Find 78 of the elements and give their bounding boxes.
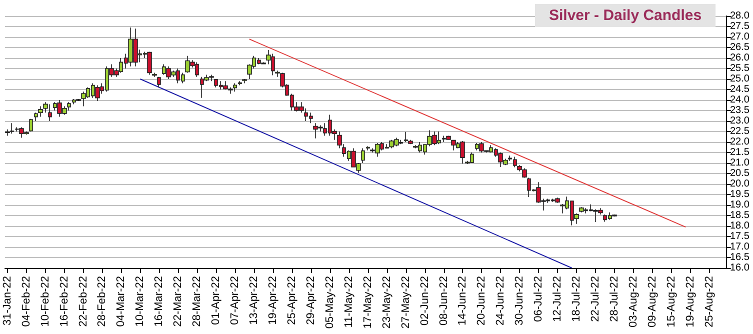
x-tick-label: 19-Apr-22 — [267, 276, 280, 325]
x-tick-label: 06-Jul-22 — [532, 276, 545, 322]
x-tick-label: 10-Mar-22 — [134, 276, 146, 327]
x-tick-label: 08-Jun-22 — [438, 276, 450, 326]
x-tick-label: 03-Aug-22 — [628, 276, 640, 328]
y-tick-label: 18.5 — [730, 210, 750, 221]
x-tick-label: 31-Jan-22 — [1, 276, 14, 326]
x-tick-label: 07-Apr-22 — [229, 276, 242, 325]
y-tick-label: 24.5 — [730, 84, 750, 95]
candlestick — [451, 140, 456, 151]
y-tick-label: 25.0 — [730, 74, 750, 84]
x-tick-label: 15-Aug-22 — [665, 276, 678, 328]
y-tick-label: 20.5 — [730, 168, 750, 179]
x-tick-label: 19-Aug-22 — [684, 276, 696, 328]
y-tick-label: 16.5 — [730, 252, 750, 263]
y-tick-label: 27.0 — [730, 32, 750, 42]
candlestick — [408, 140, 413, 144]
x-tick-label: 14-Jun-22 — [456, 276, 469, 326]
candlestick — [34, 112, 38, 122]
candlestick — [361, 148, 365, 164]
x-tick-label: 25-Apr-22 — [286, 276, 298, 325]
x-tick-label: 25-Aug-22 — [703, 276, 716, 328]
x-tick-label: 05-May-22 — [324, 276, 336, 329]
x-tick-label: 22-Jul-22 — [590, 276, 602, 322]
candlestick — [460, 140, 465, 164]
x-tick-label: 01-Apr-22 — [210, 276, 222, 325]
x-tick-label: 04-Feb-22 — [20, 276, 32, 327]
x-tick-label: 27-May-22 — [400, 276, 412, 329]
x-tick-label: 12-Jul-22 — [552, 276, 564, 322]
y-tick-label: 16.0 — [730, 262, 750, 274]
y-tick-label: 20.0 — [730, 178, 750, 190]
candlestick — [404, 132, 408, 142]
x-tick-label: 30-Jun-22 — [514, 276, 526, 326]
candlestick — [579, 206, 584, 213]
candlestick — [555, 197, 560, 204]
x-tick-label: 09-Aug-22 — [646, 276, 658, 328]
x-tick-label: 28-Feb-22 — [96, 276, 108, 327]
x-tick-label: 22-Feb-22 — [77, 276, 90, 327]
y-tick-label: 28.0 — [730, 10, 750, 22]
x-tick-label: 20-Jun-22 — [476, 276, 488, 326]
x-tick-label: 28-Mar-22 — [191, 276, 204, 327]
chart-title: Silver - Daily Candles — [549, 7, 702, 24]
x-tick-label: 13-Apr-22 — [248, 276, 260, 325]
x-tick-label: 02-Jun-22 — [418, 276, 431, 326]
candlestick — [81, 91, 86, 107]
x-tick-label: 16-Mar-22 — [153, 276, 166, 327]
y-tick-label: 22.5 — [730, 126, 750, 137]
candlestick — [95, 84, 100, 102]
y-tick-label: 21.5 — [730, 147, 750, 158]
x-tick-label: 11-May-22 — [342, 276, 355, 328]
y-tick-label: 18.0 — [730, 220, 750, 232]
x-tick-label: 23-May-22 — [380, 276, 393, 329]
x-tick-label: 24-Jun-22 — [494, 276, 507, 326]
y-tick-label: 25.5 — [730, 63, 750, 74]
x-tick-label: 22-Mar-22 — [172, 276, 184, 327]
y-tick-label: 24.0 — [730, 94, 750, 106]
y-tick-label: 23.0 — [730, 116, 750, 126]
x-tick-label: 17-May-22 — [362, 276, 374, 329]
x-tick-label: 10-Feb-22 — [39, 276, 52, 327]
x-tick-label: 16-Feb-22 — [58, 276, 70, 327]
x-tick-label: 28-Jul-22 — [608, 276, 621, 322]
y-tick-label: 22.0 — [730, 136, 750, 148]
y-tick-label: 19.0 — [730, 200, 750, 210]
candlestick — [29, 118, 33, 132]
y-tick-label: 21.0 — [730, 158, 750, 168]
y-tick-label: 19.5 — [730, 189, 750, 200]
y-tick-label: 27.5 — [730, 21, 750, 32]
y-tick-label: 17.0 — [730, 242, 750, 252]
candlestick — [147, 51, 152, 76]
x-tick-label: 29-Apr-22 — [304, 276, 317, 325]
candlestick — [38, 106, 43, 118]
y-tick-label: 26.5 — [730, 42, 750, 53]
x-tick-label: 18-Jul-22 — [570, 276, 583, 322]
y-tick-label: 17.5 — [730, 231, 750, 242]
x-tick-label: 04-Mar-22 — [115, 276, 128, 327]
y-tick-label: 23.5 — [730, 105, 750, 116]
candlestick — [157, 76, 161, 88]
y-tick-label: 26.0 — [730, 52, 750, 64]
